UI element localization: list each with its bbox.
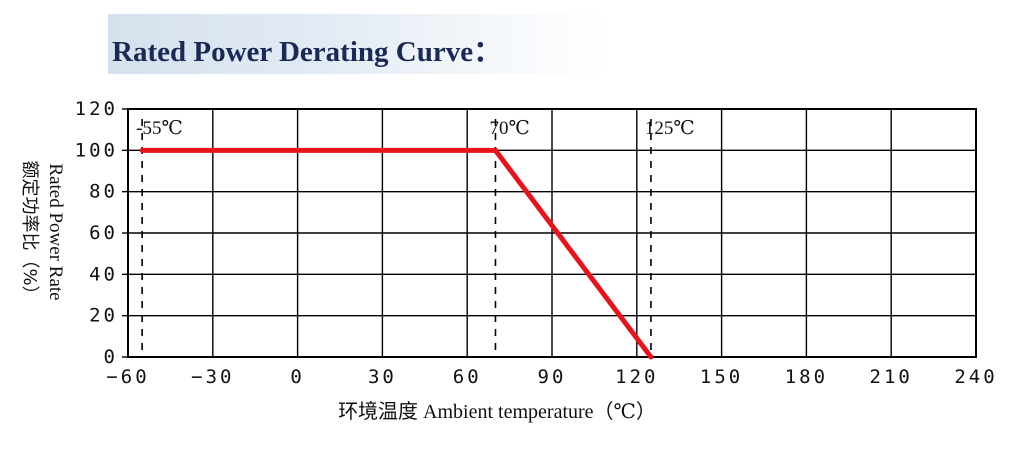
y-tick-label: 40 — [89, 263, 118, 285]
chart-title: Rated Power Derating Curve： — [112, 36, 503, 68]
y-tick-label: 80 — [89, 181, 118, 203]
x-tick-label: 0 — [290, 366, 304, 388]
x-tick-labels: −60 −30 0 30 60 90 120 150 180 210 240 — [106, 366, 997, 388]
data-point — [139, 147, 145, 153]
y-axis-label-en: Rated Power Rate — [45, 163, 66, 300]
x-tick-label: 90 — [538, 366, 567, 388]
y-tick-labels: 0 20 40 60 80 100 120 — [75, 98, 118, 368]
y-tick-label: 60 — [89, 222, 118, 244]
x-tick-label: −30 — [191, 366, 234, 388]
y-tick-label: 20 — [89, 305, 118, 327]
x-tick-label: 210 — [870, 366, 913, 388]
x-tick-label: −60 — [106, 366, 149, 388]
data-point — [648, 354, 654, 360]
x-tick-label: 180 — [785, 366, 828, 388]
reference-label: 70℃ — [489, 118, 529, 139]
x-tick-label: 60 — [453, 366, 482, 388]
reference-label: 125℃ — [645, 118, 695, 139]
y-tick-label: 120 — [75, 98, 118, 120]
x-tick-label: 120 — [615, 366, 658, 388]
y-tick-label: 100 — [75, 139, 118, 161]
reference-lines: -55℃ 70℃ 125℃ — [136, 118, 695, 357]
y-tick-label: 0 — [104, 346, 118, 368]
derating-curve — [142, 147, 653, 359]
data-point — [492, 147, 498, 153]
y-axis-label-cn: 额定功率比（%） — [19, 160, 40, 303]
grid-lines — [122, 108, 977, 358]
plot-series — [139, 147, 654, 360]
x-tick-label: 150 — [700, 366, 743, 388]
x-tick-label: 30 — [368, 366, 397, 388]
reference-label: -55℃ — [136, 118, 183, 139]
x-axis-label: 环境温度 Ambient temperature（℃） — [338, 400, 656, 423]
title-background — [108, 14, 608, 74]
x-tick-label: 240 — [954, 366, 997, 388]
